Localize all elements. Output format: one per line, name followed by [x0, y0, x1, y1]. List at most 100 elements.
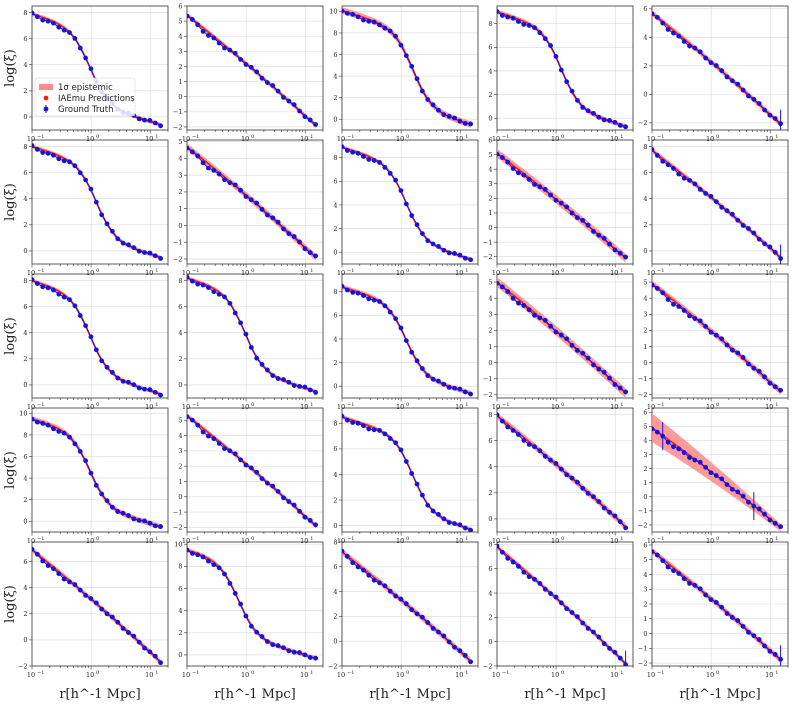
- ground-truth-point: [297, 383, 302, 389]
- ground-truth-point: [67, 159, 72, 165]
- ground-truth-point: [34, 281, 40, 286]
- y-tick-label: 6: [23, 303, 27, 311]
- ground-truth-point: [569, 342, 575, 348]
- ground-truth-point: [355, 290, 361, 296]
- axes-frame: [496, 5, 634, 131]
- ground-truth-point: [580, 105, 586, 110]
- ground-truth-point: [366, 157, 372, 162]
- ground-truth-point: [729, 486, 735, 492]
- ground-truth-point: [382, 583, 388, 589]
- x-tick-label: 10: [492, 135, 500, 143]
- ground-truth-point: [189, 278, 195, 284]
- prediction-line: [187, 277, 316, 393]
- ground-truth-point: [441, 112, 447, 118]
- ground-truth-point: [342, 413, 345, 419]
- ground-truth-point: [216, 565, 222, 571]
- ground-truth-point: [499, 12, 505, 18]
- ground-truth-point: [291, 649, 297, 655]
- x-tick-label: 10: [551, 269, 559, 277]
- ground-truth-point: [344, 287, 350, 293]
- ground-truth-point: [387, 309, 393, 315]
- ground-truth-point: [681, 175, 687, 181]
- x-tick-label: 10: [145, 537, 153, 545]
- y-tick-label: 8: [333, 154, 337, 162]
- ground-truth-point: [692, 45, 698, 51]
- y-tick-label: 6: [488, 437, 492, 445]
- ground-truth-point: [56, 291, 62, 297]
- y-tick-label: 0: [488, 224, 492, 232]
- ground-truth-point: [307, 117, 313, 123]
- ground-truth-point: [409, 213, 415, 218]
- grid: [186, 274, 323, 398]
- ground-truth-point: [558, 332, 564, 338]
- x-tick-exponent: 1: [620, 536, 623, 542]
- ground-truth-point: [350, 149, 356, 155]
- ground-truth-point: [692, 181, 698, 187]
- y-tick-label: 5: [488, 151, 492, 159]
- x-tick-label: 10: [337, 135, 345, 143]
- ground-truth-point: [441, 633, 447, 639]
- x-tick-label: 10: [647, 537, 655, 545]
- ground-truth-point: [264, 480, 270, 486]
- ground-truth-point: [596, 114, 602, 120]
- ground-truth-point: [751, 365, 757, 371]
- x-tick-exponent: −1: [657, 670, 664, 676]
- x-tick-label: 10: [765, 135, 773, 143]
- ground-truth-point: [553, 461, 559, 466]
- axes-frame: [341, 407, 479, 533]
- ground-truth-point: [665, 27, 671, 32]
- ground-truth-point: [227, 180, 233, 186]
- x-tick-exponent: 1: [620, 268, 623, 274]
- ground-truth-point: [275, 376, 281, 381]
- ground-truth-point: [275, 219, 281, 225]
- x-tick-exponent: 0: [716, 536, 719, 542]
- ground-truth-point: [612, 513, 618, 519]
- ground-truth-point: [232, 50, 238, 56]
- ground-truth-point: [93, 482, 99, 488]
- y-tick-label: 8: [488, 20, 492, 28]
- ground-truth-point: [51, 426, 56, 432]
- ground-truth-point: [342, 283, 345, 289]
- epistemic-band: [342, 548, 471, 665]
- y-tick-label: 2: [333, 613, 337, 621]
- ground-truth-point: [660, 433, 666, 439]
- ground-truth-point: [93, 347, 99, 353]
- y-tick-label: 8: [23, 277, 27, 285]
- ground-truth-point: [387, 436, 393, 441]
- ground-truth-point: [158, 660, 164, 666]
- ground-truth-point: [403, 338, 409, 344]
- x-tick-exponent: −1: [347, 134, 354, 140]
- y-tick-label: 0: [178, 222, 182, 230]
- ground-truth-point: [713, 599, 719, 605]
- ground-truth-point: [34, 419, 40, 425]
- ground-truth-point: [77, 448, 83, 454]
- y-tick-label: 8: [333, 288, 337, 296]
- ground-truth-point: [147, 649, 153, 655]
- ground-truth-point: [542, 317, 548, 323]
- y-tick-label: 0: [643, 91, 647, 99]
- ground-truth-point: [32, 546, 35, 552]
- ground-truth-point: [104, 221, 110, 227]
- ground-truth-point: [719, 68, 725, 74]
- ground-truth-point: [724, 482, 730, 488]
- ground-truth-point: [778, 121, 784, 127]
- ground-truth-point: [452, 115, 457, 121]
- ground-truth-point: [703, 592, 708, 598]
- ground-truth-point: [355, 150, 361, 156]
- x-tick-label: 10: [337, 537, 345, 545]
- ground-truth-point: [403, 459, 409, 464]
- ground-truth-point: [607, 241, 612, 247]
- y-tick-label: 0: [488, 638, 492, 646]
- ground-truth-point: [32, 416, 35, 422]
- y-tick-label: 4: [178, 607, 182, 615]
- y-tick-label: 0: [643, 247, 647, 255]
- y-axis-label: log(ξ): [3, 183, 18, 221]
- ground-truth-point: [740, 223, 746, 228]
- y-tick-label: 0: [488, 515, 492, 523]
- x-tick-exponent: 1: [155, 536, 158, 542]
- ground-truth-point: [558, 200, 564, 206]
- y-tick-label: 4: [23, 195, 27, 203]
- ground-truth-point: [200, 429, 206, 435]
- ground-truth-point: [281, 95, 286, 100]
